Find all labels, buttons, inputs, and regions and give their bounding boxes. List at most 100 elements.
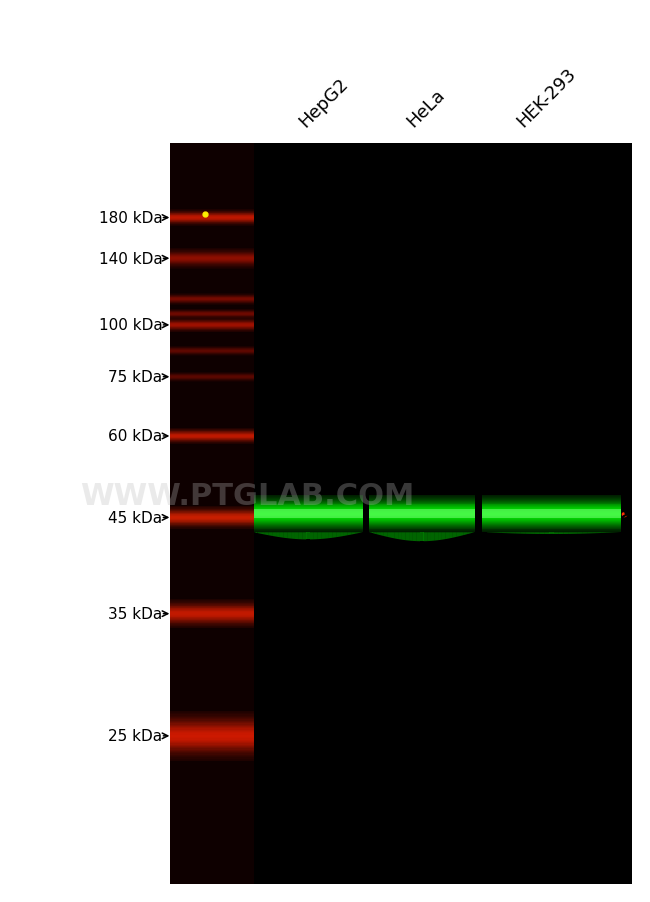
Bar [170,740,254,741]
Polygon shape [588,532,592,534]
Bar [254,527,363,528]
Bar [369,529,474,530]
Polygon shape [431,532,435,541]
Polygon shape [460,532,463,537]
Bar [254,518,363,519]
Bar [254,507,363,508]
Bar [482,501,621,502]
Polygon shape [376,532,380,536]
Bar [254,508,363,509]
Bar [369,498,474,499]
Bar [170,752,254,754]
Bar [254,502,363,503]
Bar [254,496,363,497]
Polygon shape [452,532,456,538]
Bar [482,526,621,527]
Bar [170,759,254,761]
Bar [170,737,254,739]
Bar [369,496,474,497]
Polygon shape [283,532,287,538]
Bar [254,501,363,502]
Polygon shape [395,532,398,539]
Polygon shape [413,532,417,541]
Bar [369,509,474,510]
Bar [482,507,621,508]
Polygon shape [352,532,355,535]
Bar [254,515,363,516]
Bar [170,749,254,750]
Polygon shape [564,532,568,534]
Bar [170,733,254,735]
Bar [369,523,474,524]
Polygon shape [317,532,321,539]
Polygon shape [549,532,554,534]
Bar [369,502,474,503]
Bar [482,520,621,521]
Bar [254,505,363,506]
Polygon shape [348,532,352,536]
Bar [254,516,363,517]
Text: 100 kDa: 100 kDa [99,318,162,333]
Bar [369,519,474,520]
Bar [170,745,254,746]
Text: 75 kDa: 75 kDa [109,370,162,385]
Bar [369,521,474,522]
Bar [170,727,254,729]
Bar [482,516,621,517]
Polygon shape [373,532,376,535]
Bar [369,517,474,518]
Bar [369,528,474,529]
Text: 35 kDa: 35 kDa [109,606,162,621]
Bar [369,505,474,506]
Bar [482,504,621,505]
Bar [482,508,621,509]
Polygon shape [559,532,564,534]
Bar [369,531,474,532]
Bar [482,518,621,519]
Bar [482,524,621,525]
Polygon shape [597,532,602,534]
Polygon shape [321,532,325,539]
Bar [170,714,254,716]
Bar [482,512,621,513]
Bar [482,510,621,519]
Bar [482,522,621,523]
Bar [369,511,474,512]
Polygon shape [573,532,578,534]
Bar [254,511,363,512]
Polygon shape [287,532,291,539]
Polygon shape [329,532,333,538]
Bar [369,522,474,523]
Polygon shape [544,532,549,534]
Polygon shape [387,532,391,538]
Bar [170,731,254,732]
Bar [170,732,254,733]
Polygon shape [280,532,283,538]
Bar [254,525,363,526]
Bar [254,499,363,500]
Polygon shape [535,532,539,534]
Bar [254,514,363,515]
Bar [170,755,254,756]
Bar [369,527,474,528]
Bar [369,512,474,513]
Bar [254,526,363,527]
Text: WWW.PTGLAB.COM: WWW.PTGLAB.COM [80,482,414,511]
Polygon shape [417,532,420,541]
Polygon shape [409,532,413,541]
Bar [254,520,363,521]
Bar [170,739,254,740]
Bar [254,529,363,530]
Bar [482,497,621,498]
Bar [170,741,254,742]
Bar [170,746,254,748]
Bar [369,518,474,519]
Bar [369,499,474,500]
Bar [482,530,621,531]
Bar [254,521,363,522]
Bar [254,517,363,518]
Polygon shape [501,532,506,534]
Bar [170,754,254,755]
Polygon shape [438,532,442,540]
Bar [482,509,621,510]
